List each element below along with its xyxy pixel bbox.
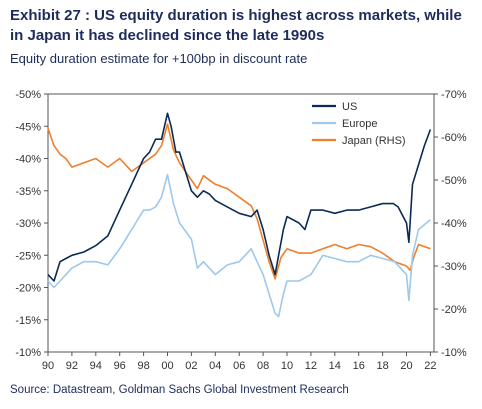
series-line-europe [47, 173, 431, 318]
x-axis-tick-label: 90 [42, 360, 54, 372]
series-line-japan-rhs [47, 123, 431, 280]
right-axis-tick-label: -70% [441, 89, 467, 101]
x-axis-tick-label: 20 [400, 360, 412, 372]
left-axis-tick-label: -10% [15, 347, 41, 359]
x-axis-tick-label: 00 [161, 360, 173, 372]
left-axis-tick-label: -35% [15, 186, 41, 198]
chart-title: Exhibit 27 : US equity duration is highe… [10, 7, 462, 44]
x-axis-tick-label: 98 [137, 360, 149, 372]
x-axis-tick-label: 14 [329, 360, 341, 372]
x-axis-tick-label: 08 [257, 360, 269, 372]
left-axis-tick-label: -40% [15, 154, 41, 166]
x-axis-tick-label: 04 [209, 360, 221, 372]
left-axis-tick-label: -45% [15, 121, 41, 133]
x-axis-tick-label: 96 [114, 360, 126, 372]
right-axis-tick-label: -20% [441, 304, 467, 316]
left-axis-tick-label: -50% [15, 89, 41, 101]
left-axis-tick-label: -30% [15, 218, 41, 230]
left-axis-tick-label: -15% [15, 315, 41, 327]
x-axis: 90 92 94 96 98 00 02 04 06 08 10 12 14 16 18 20 22 [42, 352, 437, 372]
chart-subtitle: Equity duration estimate for +100bp in d… [10, 51, 308, 66]
x-axis-tick-label: 22 [424, 360, 436, 372]
left-axis: -50% -45% -40% -35% -30% -25% -20% -15% -10% [15, 89, 48, 359]
x-axis-tick-label: 10 [281, 360, 293, 372]
x-axis-tick-label: 18 [376, 360, 388, 372]
x-axis-tick-label: 92 [66, 360, 78, 372]
series-lines [47, 112, 432, 318]
right-axis: -70% -60% -50% -40% -30% -20% -10% [434, 89, 467, 359]
series-line-us [47, 112, 432, 282]
x-axis-tick-label: 12 [305, 360, 317, 372]
right-axis-tick-label: -60% [441, 132, 467, 144]
right-axis-tick-label: -50% [441, 175, 467, 187]
right-axis-tick-label: -30% [441, 261, 467, 273]
left-axis-tick-label: -20% [15, 283, 41, 295]
x-axis-tick-label: 16 [353, 360, 365, 372]
right-axis-tick-label: -10% [441, 347, 467, 359]
x-axis-tick-label: 02 [185, 360, 197, 372]
x-axis-tick-label: 06 [233, 360, 245, 372]
plot-frame [47, 93, 435, 353]
legend-label: US [342, 101, 357, 113]
right-axis-tick-label: -40% [441, 218, 467, 230]
left-axis-tick-label: -25% [15, 250, 41, 262]
x-axis-tick-label: 94 [90, 360, 102, 372]
source-note: Source: Datastream, Goldman Sachs Global… [10, 384, 349, 396]
legend-label: Europe [342, 118, 377, 130]
legend: US Europe Japan (RHS) [312, 101, 406, 147]
legend-label: Japan (RHS) [342, 135, 406, 147]
